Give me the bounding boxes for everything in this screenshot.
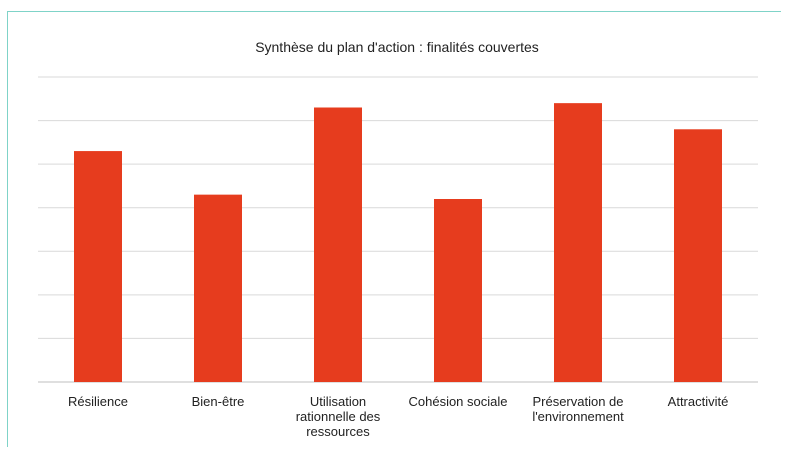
category-label: Résilience <box>68 394 128 409</box>
bar <box>194 194 242 382</box>
category-label: Préservation de l'environnement <box>532 394 624 424</box>
category-label-line: Attractivité <box>668 394 729 409</box>
category-label-line: Résilience <box>68 394 128 409</box>
category-label: Attractivité <box>668 394 729 409</box>
bar <box>434 199 482 382</box>
category-label-line: Cohésion sociale <box>408 394 507 409</box>
category-label-line: l'environnement <box>532 409 624 424</box>
category-labels: Résilience Bien-être Utilisation rationnell… <box>68 394 728 439</box>
category-label-line: rationnelle des <box>296 409 381 424</box>
bar <box>554 103 602 383</box>
gridlines <box>38 76 758 383</box>
category-label: Utilisation rationnelle des ressources <box>296 394 381 439</box>
bars <box>74 103 722 383</box>
bar <box>314 107 362 382</box>
category-label-line: Préservation de <box>532 394 623 409</box>
chart-frame <box>7 11 781 447</box>
bar <box>674 129 722 382</box>
bar <box>74 151 122 382</box>
category-label-line: Utilisation <box>310 394 366 409</box>
category-label: Cohésion sociale <box>408 394 507 409</box>
category-label: Bien-être <box>192 394 245 409</box>
chart-title: Synthèse du plan d'action : finalités co… <box>255 39 539 55</box>
category-label-line: ressources <box>306 424 370 439</box>
category-label-line: Bien-être <box>192 394 245 409</box>
